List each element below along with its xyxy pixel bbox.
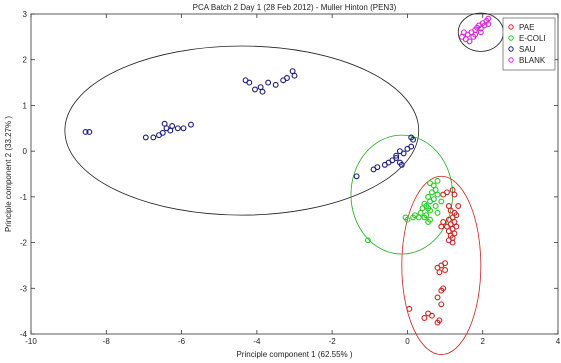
chart-title: PCA Batch 2 Day 1 (28 Feb 2012) - Muller…: [193, 3, 397, 12]
x-tick-label: -2: [329, 337, 337, 346]
data-point-e-coli: [402, 214, 409, 221]
x-tick-label: -10: [25, 337, 37, 346]
data-point-sau: [188, 121, 194, 128]
data-point-e-coli: [428, 189, 435, 196]
confidence-ellipse-sau: [64, 45, 420, 216]
data-point-sau: [284, 75, 290, 81]
legend-marker-pae: [508, 24, 514, 30]
data-point-blank: [485, 21, 492, 28]
data-point-pae: [438, 301, 445, 308]
data-point-pae: [444, 223, 450, 230]
data-point-e-coli: [427, 207, 433, 214]
confidence-ellipse-pae: [401, 175, 482, 355]
y-tick-label: -1: [20, 193, 28, 202]
data-point-sau: [174, 125, 181, 132]
data-point-pae: [444, 189, 450, 196]
data-point-pae: [436, 269, 443, 276]
data-point-pae: [421, 315, 428, 321]
data-point-pae: [434, 319, 441, 326]
data-point-e-coli: [434, 191, 441, 198]
data-point-pae: [438, 287, 445, 294]
data-point-sau: [161, 120, 168, 127]
data-point-pae: [428, 312, 435, 319]
x-tick-label: 4: [556, 337, 561, 346]
data-point-sau: [396, 159, 403, 166]
data-point-sau: [408, 143, 415, 150]
data-point-sau: [400, 150, 407, 157]
legend-label-sau: SAU: [519, 45, 536, 54]
legend: PAE E-COLI SAU BLANK: [502, 17, 556, 71]
data-point-sau: [252, 86, 258, 93]
x-tick-label: -4: [253, 337, 261, 346]
data-point-pae: [449, 239, 456, 246]
plot-area: [64, 12, 504, 355]
y-tick-label: 2: [23, 56, 28, 65]
x-axis-title: Principle component 1 (62.55% ): [236, 350, 352, 359]
x-tick-label: 2: [480, 337, 485, 346]
x-tick-label: -8: [103, 337, 111, 346]
data-point-blank: [477, 25, 484, 32]
y-tick-label: 1: [23, 101, 28, 110]
data-point-e-coli: [421, 214, 428, 221]
data-point-blank: [477, 29, 484, 36]
data-point-blank: [460, 29, 467, 36]
data-point-e-coli: [432, 203, 439, 209]
data-point-sau: [259, 88, 266, 95]
x-tick-label: -6: [178, 337, 186, 346]
data-point-sau: [150, 134, 157, 141]
legend-marker-e-coli: [508, 35, 514, 41]
legend-marker-blank: [508, 57, 514, 63]
data-point-sau: [86, 128, 93, 135]
data-point-sau: [393, 152, 400, 159]
data-point-sau: [265, 79, 272, 86]
x-axis: -10 -8 -6 -4 -2 0 2 4: [25, 14, 561, 346]
data-point-e-coli: [427, 198, 433, 205]
y-tick-label: 0: [23, 147, 28, 156]
data-point-sau: [180, 125, 187, 132]
x-tick-label: 0: [405, 337, 410, 346]
y-tick-label: -3: [20, 284, 28, 293]
y-axis: -4 -3 -2 -1 0 1 2 3: [20, 10, 558, 339]
data-point-sau: [142, 134, 149, 141]
data-point-pae: [451, 191, 458, 198]
data-point-pae: [442, 267, 449, 273]
data-point-pae: [406, 305, 413, 312]
data-point-pae: [434, 294, 441, 301]
data-point-sau: [159, 129, 166, 136]
data-points: [82, 15, 492, 326]
legend-label-pae: PAE: [519, 23, 534, 32]
data-point-pae: [438, 223, 445, 230]
data-point-blank: [466, 38, 473, 45]
data-point-sau: [82, 128, 89, 135]
data-point-sau: [353, 173, 360, 180]
y-tick-label: 3: [23, 10, 28, 19]
legend-box: [502, 17, 556, 71]
y-tick-label: -4: [20, 330, 28, 339]
data-point-sau: [374, 164, 381, 171]
data-point-blank: [472, 31, 479, 38]
y-axis-title: Principle component 2 (33.27% ): [4, 116, 13, 232]
data-point-sau: [246, 79, 253, 86]
plot-frame: [30, 13, 559, 335]
legend-label-blank: BLANK: [519, 56, 546, 65]
data-point-e-coli: [425, 219, 432, 225]
data-point-e-coli: [410, 214, 417, 221]
data-point-blank: [485, 15, 492, 22]
data-point-sau: [289, 68, 296, 75]
data-point-pae: [455, 203, 462, 209]
y-tick-label: -2: [20, 239, 28, 248]
data-point-e-coli: [434, 209, 441, 216]
legend-marker-sau: [508, 46, 514, 52]
data-point-sau: [272, 81, 279, 88]
data-point-sau: [393, 155, 400, 161]
data-point-e-coli: [434, 177, 441, 184]
data-point-e-coli: [364, 237, 371, 244]
data-point-e-coli: [438, 198, 445, 205]
data-point-sau: [408, 134, 415, 141]
legend-label-e-coli: E-COLI: [519, 34, 546, 43]
data-point-sau: [169, 123, 176, 129]
